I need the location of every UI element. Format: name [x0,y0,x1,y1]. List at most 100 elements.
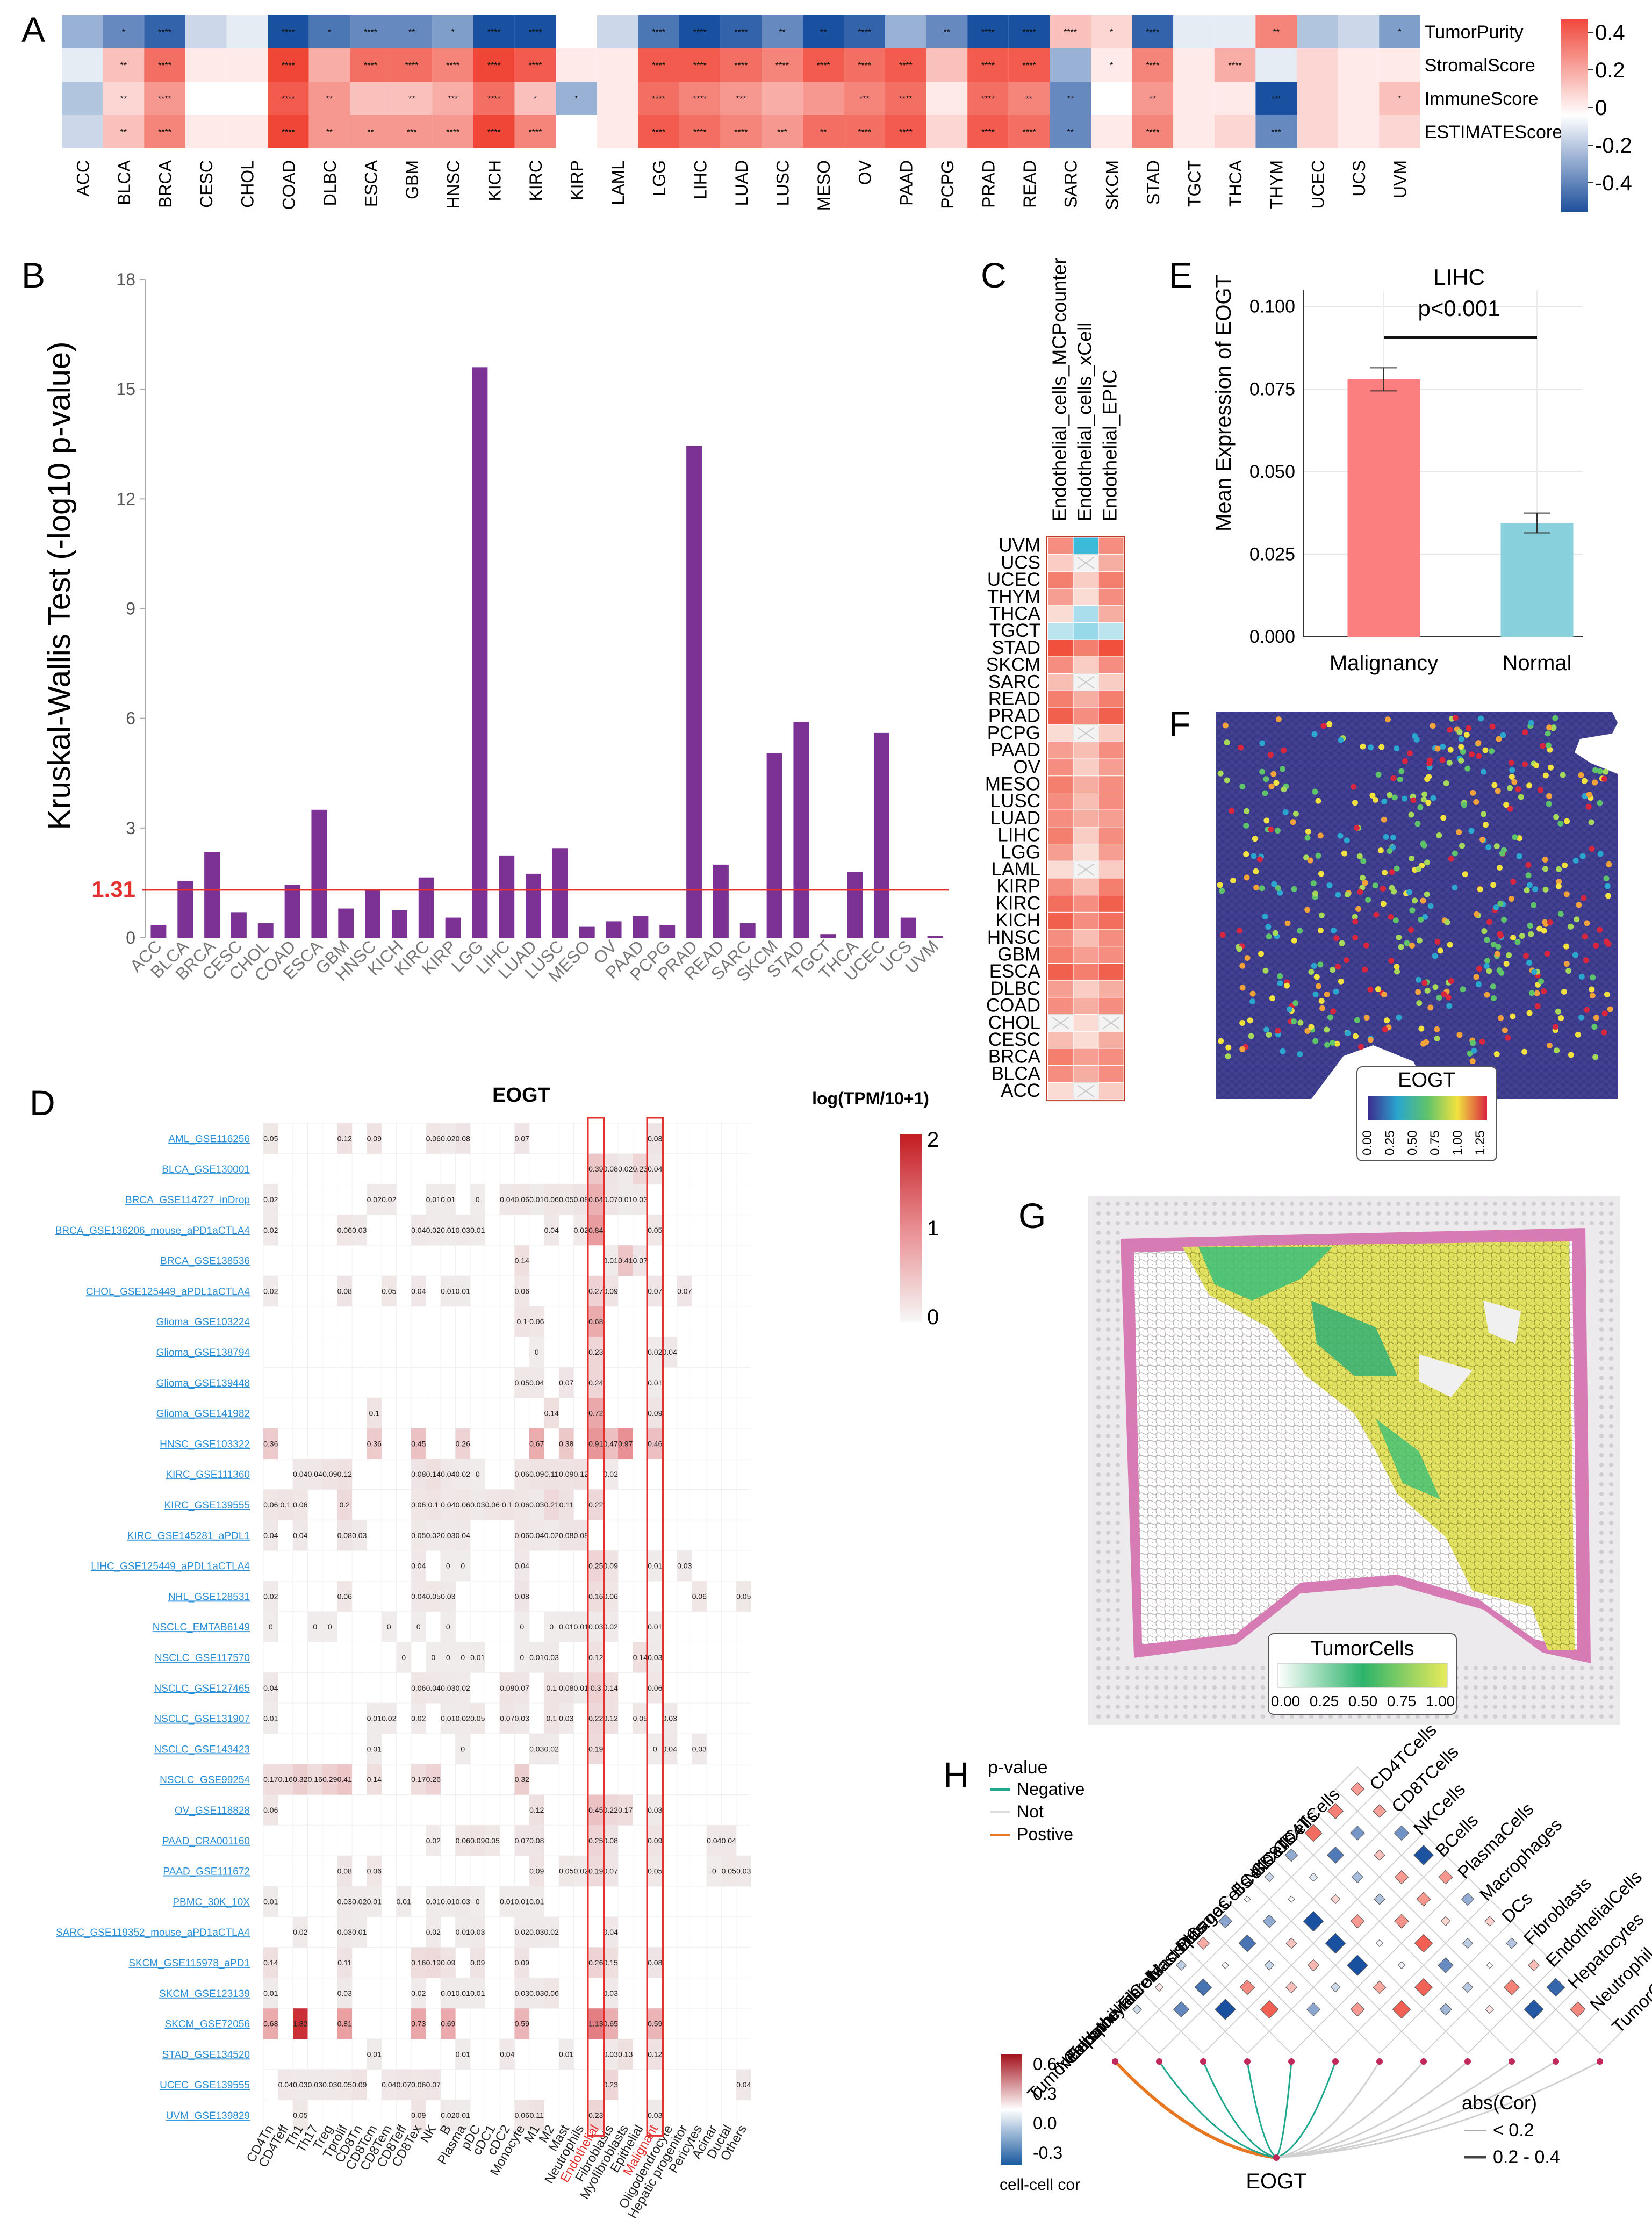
panel-f-expression-spot [1394,968,1400,975]
panel-d-dataset-link[interactable]: AML_GSE116256 [168,1133,250,1145]
panel-d-value-label: 0.12 [648,2050,662,2058]
panel-c-row-label: PCPG [987,722,1040,743]
panel-d-grid-cell [426,1397,441,1429]
panel-c-cell [1047,690,1074,708]
panel-d-value-label: 0.07 [515,1684,529,1692]
panel-d-dataset-link[interactable]: PAAD_GSE111672 [163,1866,250,1878]
panel-d-grid-cell [396,1397,412,1429]
panel-d-value-label: 0.04 [293,1531,307,1540]
panel-d-dataset-link[interactable]: NSCLC_GSE143423 [154,1744,250,1755]
panel-d-dataset-link[interactable]: Glioma_GSE141982 [156,1409,250,1420]
panel-d-dataset-link[interactable]: NSCLC_GSE131907 [154,1714,250,1725]
panel-f-expression-spot [1493,843,1500,850]
panel-d-value-cell [736,2069,751,2100]
panel-d-dataset-link[interactable]: OV_GSE118828 [175,1805,250,1816]
panel-d-dataset-link[interactable]: NHL_GSE128531 [168,1591,250,1603]
panel-d-grid-cell [633,1916,648,1948]
panel-g-background-spot [1570,1221,1575,1225]
panel-d-grid-cell [307,1855,323,1887]
panel-d-dataset-link[interactable]: SARC_GSE119352_mouse_aPD1aCTLA4 [56,1927,250,1938]
panel-g-background-spot [1261,1714,1265,1719]
panel-a-cell [556,15,597,48]
panel-d-dataset-link[interactable]: BRCA_GSE138536 [160,1256,250,1267]
panel-d-grid-cell [633,1764,648,1795]
panel-d-grid-cell [470,1611,485,1643]
panel-d-dataset-link[interactable]: SKCM_GSE123139 [159,1988,250,2000]
panel-d-dataset-link[interactable]: BLCA_GSE130001 [162,1164,250,1175]
panel-d-value-cell [263,1978,278,2009]
panel-d-value-label: 0.26 [456,1439,470,1448]
panel-d-value-cell [367,1428,382,1459]
panel-f-expression-spot [1510,1013,1516,1019]
panel-f-expression-spot [1479,836,1486,843]
panel-d-dataset-link[interactable]: Glioma_GSE103224 [156,1317,250,1328]
panel-a-cell [144,48,185,82]
panel-d-value-label: 0.02 [648,1348,662,1356]
panel-d-value-cell [588,1611,604,1642]
panel-f-expression-spot [1557,820,1564,827]
panel-d-grid-cell [706,1123,722,1154]
panel-g-background-spot [1599,1385,1604,1390]
panel-a-x-label: ESCA [362,160,381,207]
panel-a-significance: ** [408,28,415,37]
panel-g-background-spot [1290,1202,1294,1206]
panel-g-background-spot [1106,1482,1110,1486]
panel-d-dataset-link[interactable]: UVM_GSE139829 [166,2110,250,2122]
panel-d-dataset-link[interactable]: Glioma_GSE139448 [156,1378,250,1389]
panel-d-value-label: 0.07 [604,1867,618,1876]
panel-d-dataset-link[interactable]: SKCM_GSE72056 [165,2019,250,2030]
panel-d-dataset-link[interactable]: UCEC_GSE139555 [160,2080,250,2091]
panel-g-background-spot [1106,1502,1110,1506]
panel-d-dataset-link[interactable]: NSCLC_GSE99254 [160,1775,250,1786]
panel-f-expression-spot [1452,885,1458,891]
panel-a-cell [1050,48,1091,82]
panel-d-dataset-link[interactable]: Glioma_GSE138794 [156,1347,250,1359]
panel-d-value-cell [514,1947,529,1978]
panel-d-grid-cell [367,2069,382,2101]
panel-f-expression-spot [1484,992,1490,998]
panel-f-expression-spot [1531,968,1538,975]
panel-d-grid-cell [706,2069,722,2101]
panel-g-background-spot [1174,1695,1178,1699]
panel-d-dataset-link[interactable]: SKCM_GSE115978_aPD1 [128,1958,250,1969]
panel-d-dataset-link[interactable]: PBMC_30K_10X [173,1896,250,1908]
panel-d-value-cell [470,1459,485,1490]
panel-g-background-spot [1164,1211,1168,1216]
panel-d-grid-cell [411,1306,426,1338]
panel-d-dataset-link[interactable]: NSCLC_EMTAB6149 [153,1622,250,1633]
panel-d-value-cell [573,1459,588,1490]
panel-d-dataset-link[interactable]: NSCLC_GSE127465 [154,1683,250,1694]
panel-g-background-spot [1096,1308,1101,1312]
panel-d-grid-cell [706,1306,722,1338]
panel-f-expression-spot [1372,796,1378,803]
panel-d-dataset-link[interactable]: HNSC_GSE103322 [160,1439,250,1450]
panel-d-dataset-link[interactable]: CHOL_GSE125449_aPDL1aCTLA4 [86,1286,250,1297]
panel-d-dataset-link[interactable]: KIRC_GSE139555 [164,1500,250,1511]
panel-d-dataset-link[interactable]: LIHC_GSE125449_aPDL1aCTLA4 [91,1561,250,1572]
panel-d-value-cell [455,1734,470,1764]
panel-g-background-spot [1357,1211,1362,1216]
panel-a-cell [1091,48,1132,82]
panel-d-dataset-link[interactable]: NSCLC_GSE117570 [155,1653,250,1664]
panel-d-grid-cell [307,1153,323,1185]
panel-d-value-cell [559,2039,574,2070]
panel-d-grid-cell [440,1794,456,1826]
panel-d-grid-cell [736,1214,751,1246]
panel-d-dataset-link[interactable]: KIRC_GSE111360 [166,1469,250,1481]
panel-g-background-spot [1212,1211,1217,1216]
panel-d-value-label: 0.07 [515,1134,529,1143]
panel-c-cell [1098,929,1124,947]
panel-d-dataset-link[interactable]: BRCA_GSE114727_inDrop [125,1195,250,1206]
panel-g-background-spot [1367,1221,1371,1225]
panel-g-background-spot [1599,1511,1604,1515]
panel-g-background-spot [1377,1221,1381,1225]
panel-d-grid-cell [662,2100,678,2131]
panel-g-background-spot [1116,1405,1120,1409]
panel-g-background-spot [1609,1637,1613,1641]
panel-d-value-cell [500,1489,515,1520]
panel-d-dataset-link[interactable]: KIRC_GSE145281_aPDL1 [127,1531,250,1542]
panel-d-dataset-link[interactable]: PAAD_CRA001160 [162,1836,250,1847]
panel-d-value-cell [367,1886,382,1917]
panel-d-dataset-link[interactable]: STAD_GSE134520 [162,2049,250,2060]
panel-d-dataset-link[interactable]: BRCA_GSE136206_mouse_aPD1aCTLA4 [55,1225,250,1237]
